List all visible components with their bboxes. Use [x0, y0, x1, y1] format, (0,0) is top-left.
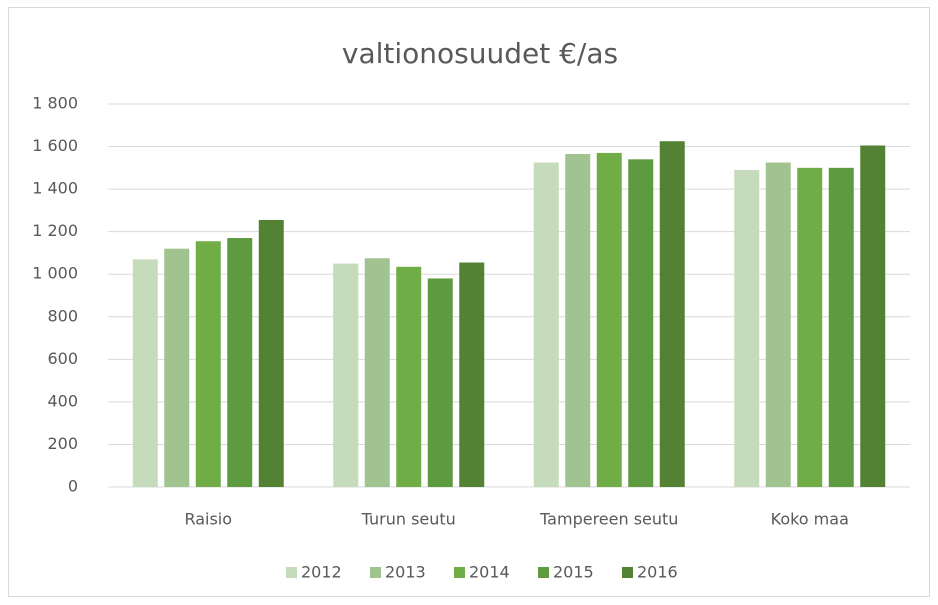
y-tick-label: 1 600 [32, 136, 78, 155]
y-tick-label: 1 400 [32, 179, 78, 198]
legend-swatch [370, 567, 381, 578]
bar [628, 159, 654, 488]
x-tick-label: Raisio [184, 510, 232, 529]
y-tick-label: 1 200 [32, 221, 78, 240]
bar [565, 154, 591, 487]
bar [132, 259, 158, 487]
bar [765, 162, 791, 487]
legend-swatch [286, 567, 297, 578]
y-tick-label: 1 800 [32, 94, 78, 113]
y-tick-label: 1 000 [32, 264, 78, 283]
bar [596, 152, 622, 487]
legend-label: 2015 [553, 563, 594, 582]
legend-label: 2012 [301, 563, 342, 582]
bar [659, 141, 685, 487]
bar [860, 145, 886, 487]
x-tick-label: Koko maa [771, 510, 849, 529]
legend-swatch [454, 567, 465, 578]
bar [227, 238, 253, 487]
y-tick-label: 600 [47, 349, 78, 368]
legend-label: 2014 [469, 563, 510, 582]
legend-swatch [622, 567, 633, 578]
y-tick-label: 800 [47, 306, 78, 325]
bar [459, 262, 485, 487]
y-tick-label: 0 [68, 477, 78, 496]
y-tick-label: 400 [47, 391, 78, 410]
chart-title: valtionosuudet €/as [342, 37, 618, 70]
bar [427, 278, 453, 487]
bar [734, 169, 760, 487]
bar [396, 266, 422, 487]
bar [258, 219, 284, 488]
y-tick-label: 200 [47, 434, 78, 453]
bar [195, 241, 221, 487]
bar [797, 167, 823, 488]
bar [333, 263, 359, 487]
bar [364, 258, 390, 487]
legend-swatch [538, 567, 549, 578]
x-tick-label: Turun seutu [361, 510, 456, 529]
x-tick-label: Tampereen seutu [539, 510, 678, 529]
bar [533, 162, 559, 487]
legend-label: 2013 [385, 563, 426, 582]
legend-label: 2016 [637, 563, 678, 582]
bar [828, 167, 854, 488]
bar [164, 248, 190, 487]
